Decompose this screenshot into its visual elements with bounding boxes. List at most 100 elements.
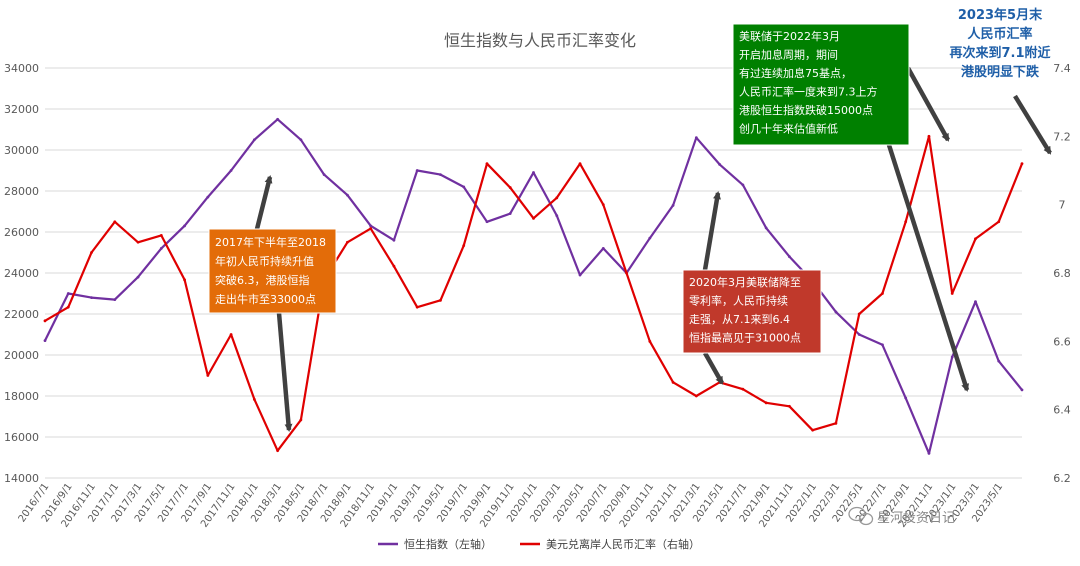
annotation-line: 再次来到7.1附近 <box>949 45 1050 61</box>
annotation-arrow <box>886 144 970 392</box>
data-point <box>904 396 908 400</box>
data-point <box>694 394 698 398</box>
data-point <box>206 374 210 377</box>
data-point <box>974 237 977 241</box>
annotation-line: 年初人民币持续升值 <box>215 254 314 268</box>
data-point <box>276 117 280 121</box>
data-point <box>950 292 954 295</box>
data-point <box>555 196 559 200</box>
annotation-box <box>682 269 822 354</box>
right-tick-label: 6.6 <box>1053 335 1071 348</box>
data-point <box>276 449 280 453</box>
data-point <box>601 247 605 250</box>
left-axis-ticks: 14000 16000 18000 20000 22000 24000 26000 28000… <box>4 62 39 485</box>
annotation-arrow <box>276 312 293 432</box>
data-point <box>369 224 373 228</box>
data-point <box>881 292 884 295</box>
data-point <box>881 343 884 347</box>
data-point <box>90 296 93 299</box>
data-point <box>229 169 233 172</box>
data-point <box>299 418 303 422</box>
data-point <box>346 193 349 197</box>
data-point <box>90 251 93 254</box>
data-point <box>113 220 117 224</box>
annotation-line: 美联储于2022年3月 <box>739 29 840 43</box>
wechat-icon <box>848 506 874 526</box>
left-tick-label: 24000 <box>4 267 39 280</box>
annotation-line: 走强，从7.1来到6.4 <box>689 313 790 326</box>
right-tick-label: 7.4 <box>1053 62 1071 75</box>
annotation-line: 2020年3月美联储降至 <box>689 275 801 289</box>
data-point <box>555 214 559 218</box>
data-point <box>950 355 954 359</box>
annotation-1: 2017年下半年至2018 年初人民币持续升值突破6.3，港股恒指走出牛市至330… <box>208 228 337 314</box>
annotation-line: 港股明显下跌 <box>961 64 1040 80</box>
data-point <box>392 264 396 268</box>
chart-title: 恒生指数与人民币汇率变化 <box>444 31 636 50</box>
annotation-box <box>732 23 910 146</box>
series-2 <box>43 134 1024 453</box>
data-point <box>322 173 326 177</box>
data-point <box>578 273 582 277</box>
data-point <box>648 236 652 240</box>
data-point <box>508 186 512 189</box>
data-point <box>252 398 256 401</box>
annotation-line: 2017年下半年至2018 <box>215 235 326 249</box>
data-point <box>578 162 582 166</box>
data-point <box>346 240 349 244</box>
series-line <box>44 135 1024 452</box>
data-point <box>857 333 861 336</box>
data-point <box>508 212 512 215</box>
data-point <box>113 298 117 302</box>
data-point <box>462 185 466 189</box>
data-point <box>392 238 396 242</box>
right-tick-label: 7.2 <box>1053 130 1071 143</box>
data-point <box>764 226 768 230</box>
data-point <box>741 387 745 391</box>
annotation-line: 创几十年来估值新低 <box>739 122 838 136</box>
data-point <box>415 169 419 172</box>
data-point <box>43 339 47 343</box>
data-point <box>671 203 675 207</box>
data-point <box>625 271 628 275</box>
right-tick-label: 6.2 <box>1053 472 1071 485</box>
data-point <box>694 136 698 140</box>
data-point <box>787 255 791 258</box>
data-point <box>136 240 140 244</box>
data-point <box>787 404 791 408</box>
left-tick-label: 20000 <box>4 349 39 362</box>
annotation-arrows <box>254 66 1052 432</box>
data-point <box>532 216 535 220</box>
data-point <box>1020 388 1024 392</box>
data-point <box>229 333 233 336</box>
annotation-line: 有过连续加息75基点， <box>739 66 852 80</box>
annotation-arrow <box>1013 94 1052 155</box>
left-tick-label: 30000 <box>4 144 39 157</box>
left-tick-label: 14000 <box>4 472 39 485</box>
data-point <box>462 244 466 248</box>
annotation-line: 人民币汇率一度来到7.3上方 <box>739 85 878 99</box>
data-point <box>834 310 838 314</box>
x-axis-ticks: 2016/7/12016/9/12016/11/12017/1/12017/3/… <box>17 481 1006 529</box>
data-point <box>741 183 745 187</box>
data-point <box>206 195 210 199</box>
data-point <box>66 292 70 295</box>
right-tick-label: 7 <box>1059 199 1066 212</box>
annotation-arrow <box>703 351 724 385</box>
data-point <box>834 421 838 425</box>
annotation-arrow <box>702 191 721 271</box>
right-tick-label: 6.8 <box>1053 267 1071 280</box>
data-point <box>811 428 815 432</box>
data-point <box>532 171 535 174</box>
data-point <box>671 380 675 384</box>
left-tick-label: 22000 <box>4 308 39 321</box>
legend-label: 美元兑离岸人民币汇率（右轴） <box>546 537 700 551</box>
data-point <box>997 220 1001 224</box>
annotation-line: 突破6.3，港股恒指 <box>215 273 310 287</box>
data-point <box>997 359 1001 363</box>
annotation-line: 港股恒生指数跌破15000点 <box>739 103 873 117</box>
legend: 恒生指数（左轴） 美元兑离岸人民币汇率（右轴） <box>378 537 700 551</box>
